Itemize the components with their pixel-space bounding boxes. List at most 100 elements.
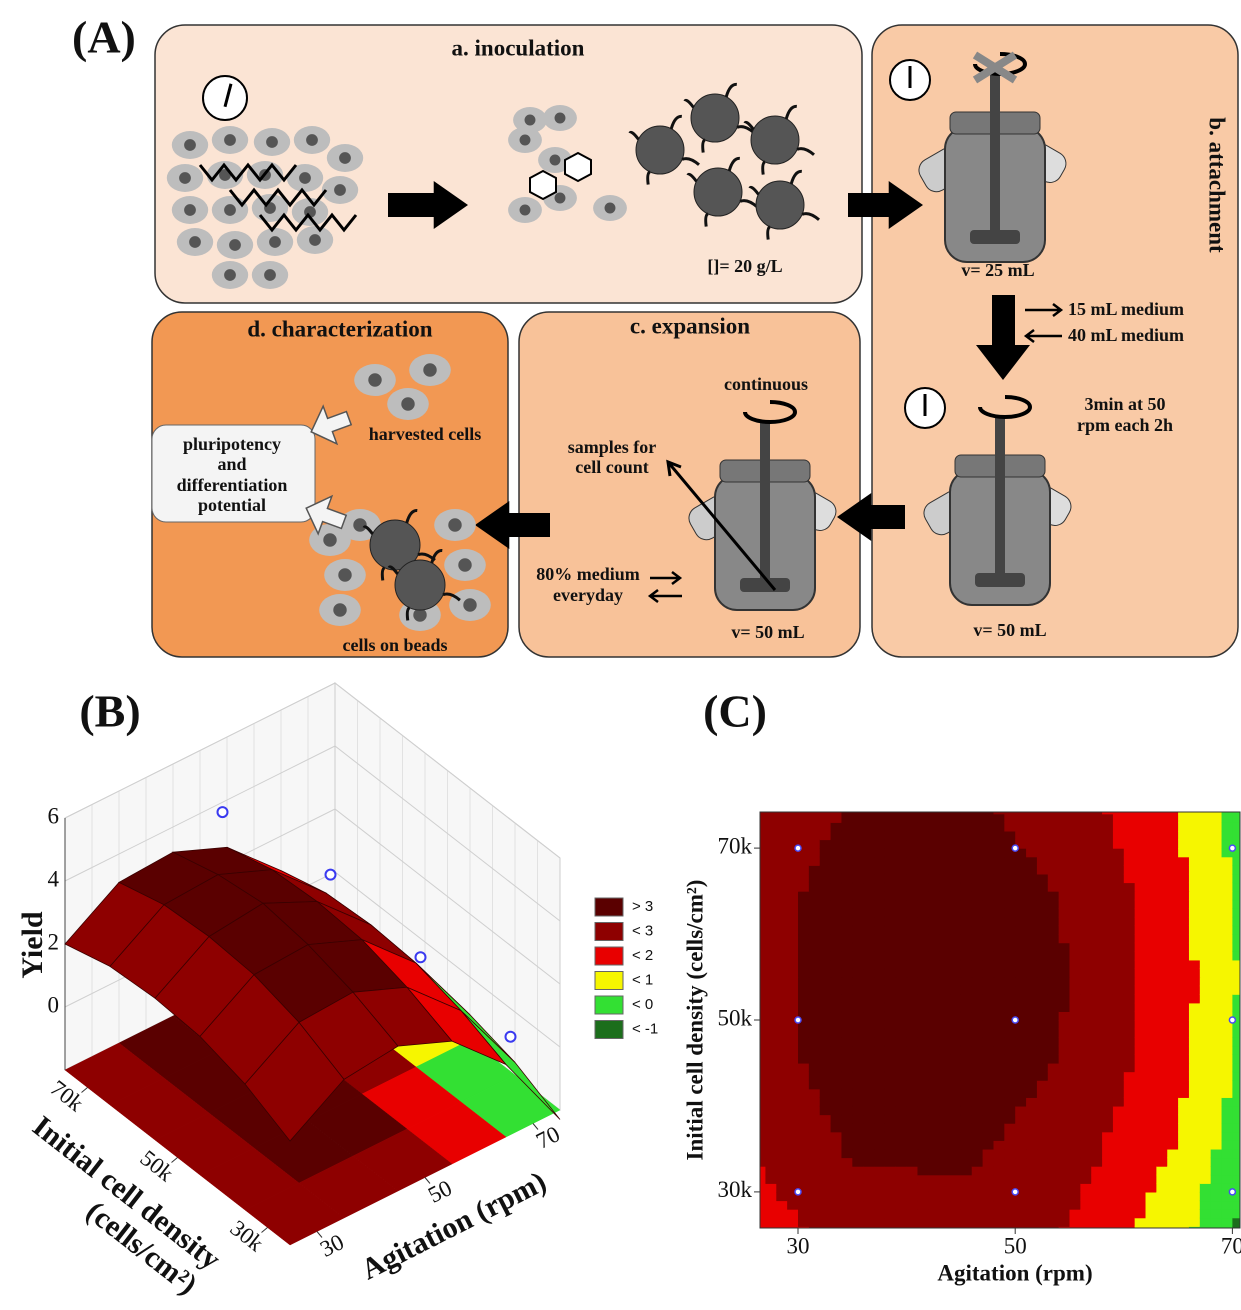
contour-cell bbox=[831, 1089, 842, 1098]
contour-cell bbox=[972, 1046, 983, 1055]
contour-cell bbox=[787, 874, 798, 883]
contour-cell bbox=[809, 1115, 820, 1124]
contour-cell bbox=[1113, 1158, 1124, 1167]
contour-cell bbox=[1167, 934, 1178, 943]
contour-cell bbox=[950, 831, 961, 840]
z-axis-title: Yield bbox=[16, 911, 49, 979]
contour-cell bbox=[1113, 925, 1124, 934]
contour-cell bbox=[1167, 874, 1178, 883]
contour-cell bbox=[809, 1218, 820, 1227]
contour-cell bbox=[885, 1200, 896, 1209]
contour-cell bbox=[1222, 831, 1233, 840]
contour-cell bbox=[1200, 960, 1211, 969]
contour-cell bbox=[1113, 1123, 1124, 1132]
contour-cell bbox=[1080, 1149, 1091, 1158]
contour-cell bbox=[1178, 977, 1189, 986]
contour-cell bbox=[885, 1166, 896, 1175]
contour-cell bbox=[1037, 1046, 1048, 1055]
contour-cell bbox=[1222, 1123, 1233, 1132]
contour-cell bbox=[1070, 986, 1081, 995]
contour-cell bbox=[917, 994, 928, 1003]
contour-cell bbox=[928, 1132, 939, 1141]
contour-cell bbox=[1015, 1063, 1026, 1072]
step-title: a. inoculation bbox=[452, 35, 585, 60]
contour-cell bbox=[841, 960, 852, 969]
contour-cell bbox=[1222, 1046, 1233, 1055]
contour-cell bbox=[1156, 1132, 1167, 1141]
contour-cell bbox=[939, 908, 950, 917]
contour-cell bbox=[1102, 1029, 1113, 1038]
contour-cell bbox=[1080, 882, 1091, 891]
contour-cell bbox=[1200, 874, 1211, 883]
contour-cell bbox=[961, 1158, 972, 1167]
design-point bbox=[1012, 845, 1018, 851]
contour-cell bbox=[1200, 1183, 1211, 1192]
contour-cell bbox=[1059, 1054, 1070, 1063]
contour-cell bbox=[787, 1054, 798, 1063]
contour-cell bbox=[907, 986, 918, 995]
contour-cell bbox=[776, 1063, 787, 1072]
contour-cell bbox=[1146, 1072, 1157, 1081]
contour-cell bbox=[1026, 1123, 1037, 1132]
contour-cell bbox=[1200, 1063, 1211, 1072]
contour-cell bbox=[820, 874, 831, 883]
contour-cell bbox=[885, 814, 896, 823]
contour-cell bbox=[874, 1037, 885, 1046]
contour-cell bbox=[993, 1106, 1004, 1115]
contour-cell bbox=[1004, 925, 1015, 934]
contour-cell bbox=[841, 1175, 852, 1184]
contour-cell bbox=[1048, 943, 1059, 952]
stirring: 3min at 50 bbox=[1085, 394, 1166, 414]
contour-cell bbox=[1222, 1029, 1233, 1038]
contour-cell bbox=[983, 908, 994, 917]
contour-cell bbox=[841, 986, 852, 995]
contour-cell bbox=[1178, 1209, 1189, 1218]
contour-cell bbox=[1211, 1218, 1222, 1227]
contour-cell bbox=[744, 1132, 755, 1141]
contour-cell bbox=[1091, 874, 1102, 883]
contour-cell bbox=[841, 1218, 852, 1227]
contour-cell bbox=[1091, 977, 1102, 986]
contour-cell bbox=[1124, 1106, 1135, 1115]
contour-cell bbox=[1037, 1037, 1048, 1046]
contour-cell bbox=[1113, 1020, 1124, 1029]
contour-cell bbox=[1135, 874, 1146, 883]
contour-cell bbox=[961, 1218, 972, 1227]
contour-cell bbox=[1189, 805, 1200, 814]
contour-cell bbox=[950, 1158, 961, 1167]
contour-cell bbox=[841, 977, 852, 986]
contour-cell bbox=[961, 1072, 972, 1081]
contour-cell bbox=[1178, 1115, 1189, 1124]
contour-cell bbox=[939, 1132, 950, 1141]
contour-cell bbox=[939, 865, 950, 874]
contour-cell bbox=[1059, 1089, 1070, 1098]
contour-cell bbox=[939, 1003, 950, 1012]
contour-cell bbox=[776, 1097, 787, 1106]
contour-cell bbox=[1026, 882, 1037, 891]
contour-cell bbox=[917, 1089, 928, 1098]
contour-cell bbox=[776, 891, 787, 900]
contour-cell bbox=[863, 925, 874, 934]
nucleus bbox=[525, 115, 536, 126]
contour-cell bbox=[1015, 1046, 1026, 1055]
contour-cell bbox=[1004, 1140, 1015, 1149]
contour-cell bbox=[1156, 814, 1167, 823]
contour-cell bbox=[798, 917, 809, 926]
contour-cell bbox=[939, 1080, 950, 1089]
contour-cell bbox=[1178, 1046, 1189, 1055]
contour-cell bbox=[917, 1209, 928, 1218]
contour-cell bbox=[939, 1115, 950, 1124]
contour-cell bbox=[917, 1158, 928, 1167]
contour-cell bbox=[1222, 943, 1233, 952]
contour-cell bbox=[831, 1149, 842, 1158]
contour-cell bbox=[917, 1046, 928, 1055]
contour-cell bbox=[1211, 917, 1222, 926]
contour-cell bbox=[1048, 925, 1059, 934]
contour-cell bbox=[765, 925, 776, 934]
contour-cell bbox=[1178, 1011, 1189, 1020]
contour-cell bbox=[809, 1037, 820, 1046]
contour-cell bbox=[809, 1080, 820, 1089]
contour-cell bbox=[874, 1192, 885, 1201]
contour-cell bbox=[1113, 908, 1124, 917]
contour-cell bbox=[1080, 831, 1091, 840]
